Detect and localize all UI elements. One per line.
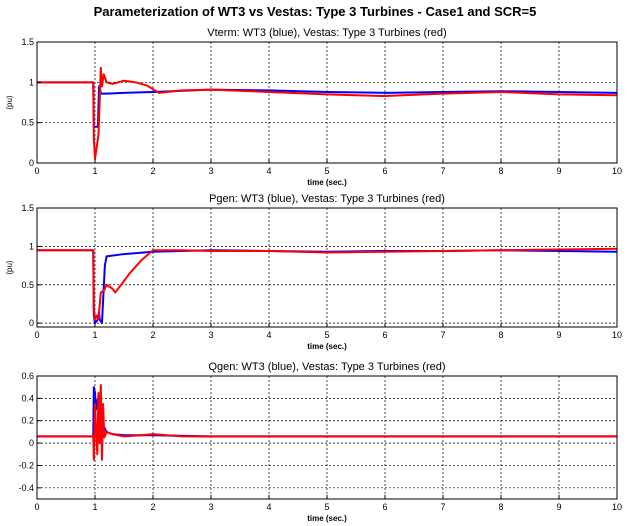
y-tick-label: 1.5 — [21, 203, 34, 213]
x-tick-label: 2 — [150, 166, 155, 176]
x-tick-label: 8 — [498, 330, 503, 340]
x-tick-label: 4 — [266, 166, 271, 176]
y-tick-label: 0.6 — [21, 371, 34, 381]
x-tick-label: 3 — [208, 166, 213, 176]
chart-title: Vterm: WT3 (blue), Vestas: Type 3 Turbin… — [207, 27, 446, 39]
y-tick-label: 0 — [29, 318, 34, 328]
y-tick-label: 0.5 — [21, 280, 34, 290]
y-tick-label: 0.4 — [21, 393, 34, 403]
y-tick-label: -0.4 — [18, 483, 34, 493]
y-tick-label: 0.5 — [21, 118, 34, 128]
y-tick-label: 0 — [29, 438, 34, 448]
wt3-series-line — [37, 81, 618, 128]
y-tick-label: 0 — [29, 158, 34, 168]
x-tick-label: 6 — [382, 330, 387, 340]
y-tick-label: 1 — [29, 241, 34, 251]
x-tick-label: 6 — [382, 166, 387, 176]
x-tick-label: 9 — [556, 502, 561, 512]
x-tick-label: 0 — [34, 502, 39, 512]
vestas-series-line — [37, 247, 618, 321]
y-axis-label: (pu) — [5, 260, 14, 275]
x-tick-label: 8 — [498, 166, 503, 176]
x-axis-label: time (sec.) — [307, 342, 347, 351]
x-axis-label: time (sec.) — [307, 178, 347, 187]
y-tick-label: 1.5 — [21, 37, 34, 47]
chart-title: Pgen: WT3 (blue), Vestas: Type 3 Turbine… — [209, 193, 445, 205]
x-tick-label: 3 — [208, 330, 213, 340]
y-tick-label: 1 — [29, 77, 34, 87]
chart-3: 0 1 2 3 4 5 6 7 8 9 10 -0.4 -0.2 0 0.2 0.4 0.6 Qgen: WT3 … — [18, 361, 622, 523]
y-tick-label: -0.2 — [18, 460, 34, 470]
x-tick-label: 5 — [324, 330, 329, 340]
x-tick-label: 10 — [612, 330, 622, 340]
chart-1: 0 1 2 3 4 5 6 7 8 9 10 0 0.5 1 1.5 Vterm: WT3 (blue), V… — [5, 27, 622, 187]
x-tick-label: 2 — [150, 502, 155, 512]
x-tick-label: 1 — [92, 166, 97, 176]
y-tick-label: 0.2 — [21, 416, 34, 426]
vestas-series-line — [37, 66, 618, 160]
vestas-series-line — [37, 383, 617, 461]
x-tick-label: 9 — [556, 166, 561, 176]
x-tick-label: 2 — [150, 330, 155, 340]
chart-title: Qgen: WT3 (blue), Vestas: Type 3 Turbine… — [208, 361, 445, 373]
x-tick-label: 0 — [34, 330, 39, 340]
x-tick-label: 9 — [556, 330, 561, 340]
x-tick-label: 4 — [266, 502, 271, 512]
x-tick-label: 7 — [440, 330, 445, 340]
x-tick-label: 7 — [440, 166, 445, 176]
y-axis-label: (pu) — [5, 95, 14, 110]
x-tick-label: 1 — [92, 502, 97, 512]
x-tick-label: 10 — [612, 502, 622, 512]
figure-title: Parameterization of WT3 vs Vestas: Type … — [93, 4, 537, 19]
x-tick-label: 7 — [440, 502, 445, 512]
x-tick-label: 8 — [498, 502, 503, 512]
x-tick-label: 0 — [34, 166, 39, 176]
x-tick-label: 5 — [324, 166, 329, 176]
chart-2: 0 1 2 3 4 5 6 7 8 9 10 0 0.5 1 1.5 Pgen: WT3 (blue), Ve… — [5, 193, 622, 351]
x-tick-label: 1 — [92, 330, 97, 340]
x-tick-label: 3 — [208, 502, 213, 512]
x-tick-label: 5 — [324, 502, 329, 512]
x-tick-label: 4 — [266, 330, 271, 340]
x-tick-label: 10 — [612, 166, 622, 176]
x-tick-label: 6 — [382, 502, 387, 512]
x-axis-label: time (sec.) — [307, 514, 347, 523]
